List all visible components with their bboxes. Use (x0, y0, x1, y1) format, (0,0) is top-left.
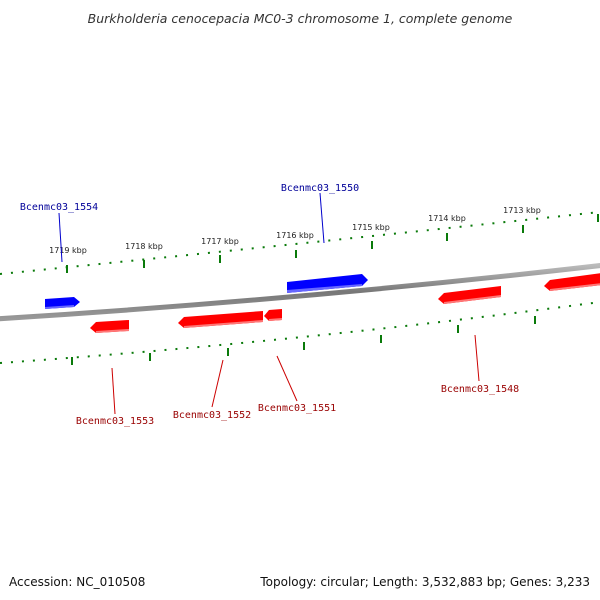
gene-arrow-bcenmc03-1548[interactable] (438, 286, 501, 304)
gene-label[interactable]: Bcenmc03_1554 (20, 202, 98, 213)
leader-line-bcenmc03-1551 (276, 355, 298, 402)
gene-label[interactable]: Bcenmc03_1550 (281, 183, 359, 194)
outer-major-ticks (66, 214, 599, 273)
outer-tick-track (0, 211, 600, 275)
inner-tick-track (0, 301, 600, 364)
kbp-tick-label: 1713 kbp (503, 206, 541, 215)
leader-line-bcenmc03-1550 (319, 192, 325, 244)
gene-label[interactable]: Bcenmc03_1553 (76, 416, 154, 427)
kbp-tick-label: 1719 kbp (49, 246, 87, 255)
inner-major-ticks (71, 316, 536, 365)
genome-backbone (0, 263, 600, 322)
kbp-tick-label: 1715 kbp (352, 223, 390, 232)
gene-arrow-bcenmc03-1554[interactable] (45, 297, 80, 309)
kbp-tick-label: 1717 kbp (201, 237, 239, 246)
gene-arrow-bcenmc03-1552[interactable] (178, 311, 263, 328)
kbp-tick-label: 1714 kbp (428, 214, 466, 223)
topology-text: Topology: circular; Length: 3,532,883 bp… (259, 575, 590, 589)
gene-arrow-bcenmc03-1550[interactable] (287, 274, 368, 293)
gene-label[interactable]: Bcenmc03_1552 (173, 410, 251, 421)
kbp-tick-label: 1716 kbp (276, 231, 314, 240)
map-title: Burkholderia cenocepacia MC0-3 chromosom… (88, 11, 513, 26)
accession-text: Accession: NC_010508 (9, 575, 145, 589)
kbp-tick-label: 1718 kbp (125, 242, 163, 251)
leader-line-bcenmc03-1552 (211, 359, 224, 408)
gene-label[interactable]: Bcenmc03_1548 (441, 384, 519, 395)
gene-arrow-partial[interactable] (544, 273, 600, 291)
gene-arrow-bcenmc03-1553[interactable] (90, 320, 129, 333)
leader-line-bcenmc03-1553 (111, 367, 116, 415)
leader-line-bcenmc03-1548 (474, 334, 480, 382)
leader-line-bcenmc03-1554 (58, 212, 63, 263)
gene-arrow-bcenmc03-1551[interactable] (264, 309, 282, 321)
gene-label[interactable]: Bcenmc03_1551 (258, 403, 336, 414)
